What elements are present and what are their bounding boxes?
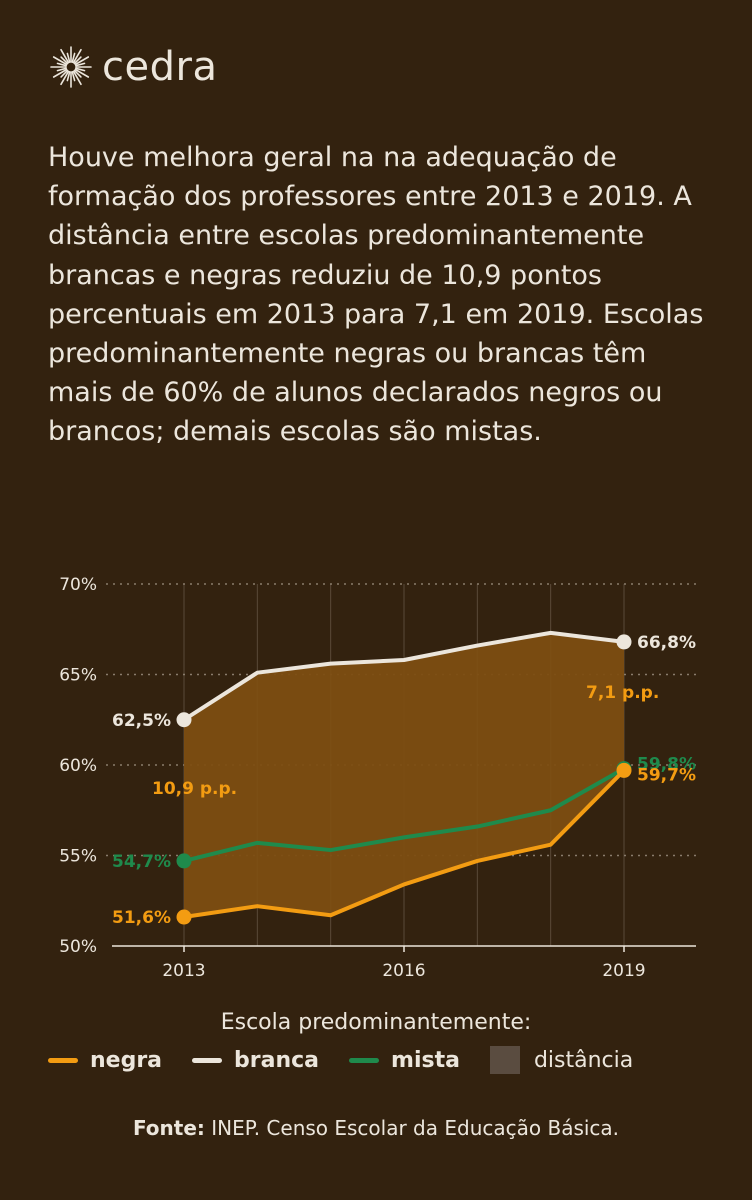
legend-swatch-distancia [489, 1046, 520, 1074]
y-tick-label-70: 70% [59, 575, 97, 595]
legend-swatch-branca [192, 1057, 223, 1063]
sun-icon [50, 46, 92, 88]
legend-item-negra: negra [48, 1048, 162, 1073]
data-label-mista-2019: 59,8% [637, 755, 696, 775]
y-tick-label-65: 65% [59, 666, 97, 686]
brand-name: cedra [102, 44, 218, 90]
legend-label-negra: negra [90, 1047, 163, 1073]
legend-label-distancia: distância [533, 1047, 634, 1073]
data-label-negra-2019: 59,7% [637, 765, 696, 785]
legend-label-branca: branca [234, 1047, 320, 1073]
series-line-negra [183, 769, 626, 920]
point-branca-2013 [176, 712, 192, 728]
annotation-gap-2013: 10,9 p.p. [152, 779, 237, 799]
source-text: INEP. Censo Escolar da Educação Básica. [204, 1116, 620, 1140]
x-tick-label-2013: 2013 [162, 961, 205, 981]
y-tick-label-50: 50% [59, 937, 97, 957]
source-label: Fonte: [132, 1116, 205, 1140]
x-tick-label-2016: 2016 [382, 961, 425, 981]
series-line-mista [183, 766, 625, 863]
data-label-negra-2013: 51,6% [112, 908, 171, 928]
point-mista-2013 [176, 853, 192, 869]
intro-paragraph: Houve melhora geral na na adequação de f… [48, 142, 704, 448]
legend-swatch-mista [349, 1057, 380, 1063]
point-branca-2019 [616, 634, 632, 650]
series-line-branca [182, 630, 625, 722]
y-tick-label-55: 55% [59, 847, 97, 867]
legend-item-mista: mista [349, 1048, 460, 1073]
x-tick-label-2019: 2019 [602, 961, 645, 981]
annotation-gap-2019: 7,1 p.p. [586, 683, 659, 703]
legend-item-branca: branca [192, 1048, 319, 1073]
source-note: Fonte: INEP. Censo Escolar da Educação B… [0, 1116, 752, 1140]
line-chart: 50% 55% 60% 65% 70% 2013 2016 2019 62,5% 54,7% 51,… [59, 575, 696, 981]
legend-item-distancia: distância [489, 1046, 634, 1074]
point-negra-2013 [176, 909, 192, 925]
legend: negra branca mista distância [48, 1043, 708, 1077]
point-negra-2019 [616, 762, 632, 778]
legend-title: Escola predominantemente: [220, 1010, 532, 1035]
legend-label-mista: mista [391, 1047, 460, 1073]
brand-logo: cedra [48, 44, 217, 90]
data-label-branca-2019: 66,8% [637, 633, 696, 653]
y-tick-label-60: 60% [59, 756, 97, 776]
data-label-branca-2013: 62,5% [112, 711, 171, 731]
data-label-mista-2013: 54,7% [112, 852, 171, 872]
legend-swatch-negra [48, 1057, 78, 1063]
